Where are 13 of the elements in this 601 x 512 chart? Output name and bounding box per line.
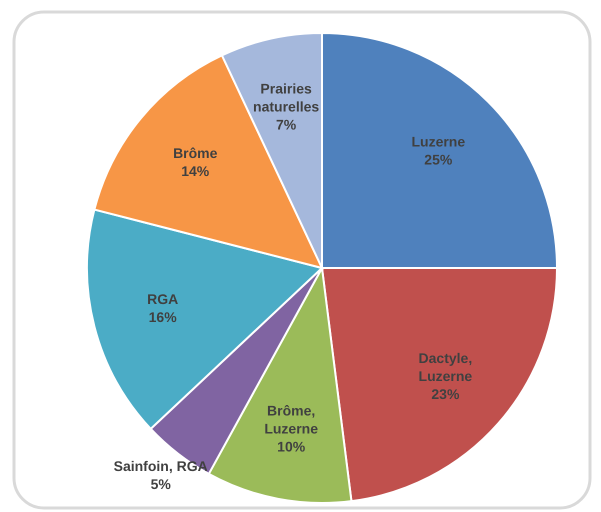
- data-label: 25%: [424, 151, 453, 168]
- data-label: 14%: [181, 162, 210, 179]
- slice-label: Luzerne: [411, 133, 466, 150]
- slice-label: RGA: [147, 290, 178, 307]
- slice-label: Dactyle, Luzerne: [418, 349, 472, 384]
- data-label: 7%: [276, 116, 297, 132]
- data-label: 23%: [431, 385, 460, 402]
- data-label: 5%: [150, 476, 172, 492]
- slice-label: Prairies naturelles: [253, 80, 320, 114]
- data-label: 10%: [277, 438, 306, 454]
- slice-label: Brôme: [173, 144, 218, 161]
- slice-label: Brôme, Luzerne: [264, 402, 318, 436]
- data-label: 16%: [148, 308, 178, 325]
